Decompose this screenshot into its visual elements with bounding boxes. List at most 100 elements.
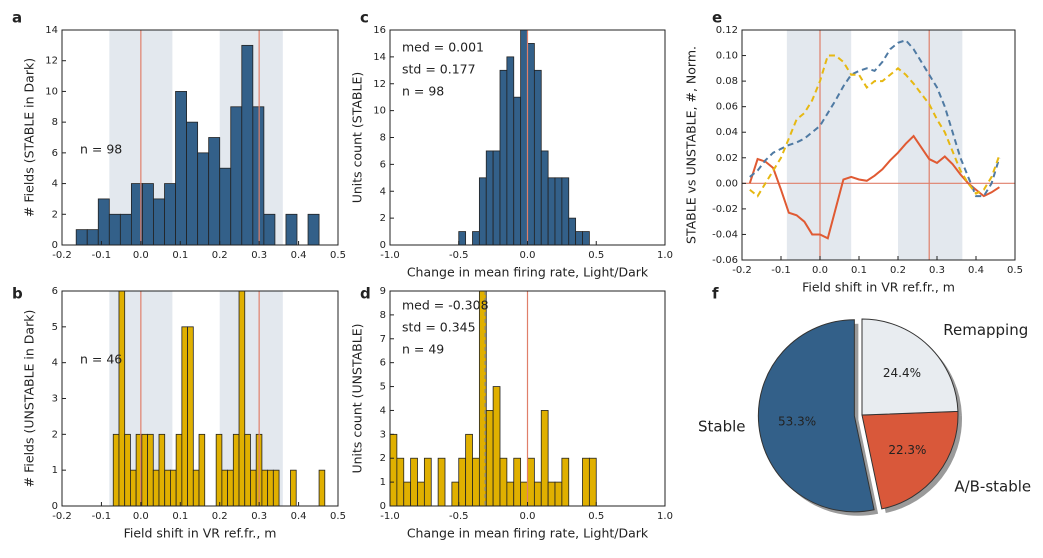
bar	[389, 433, 398, 507]
bar	[417, 481, 425, 507]
bar	[250, 469, 257, 507]
y-tick-label: -0.04	[712, 229, 738, 240]
bar	[112, 433, 120, 507]
y-tick-label: 10	[45, 86, 58, 97]
bar	[554, 481, 563, 507]
bar	[118, 290, 126, 507]
bar	[170, 469, 177, 507]
bar	[472, 231, 480, 246]
bar	[108, 213, 121, 246]
bar	[506, 481, 515, 507]
y-tick-label: -0.06	[712, 255, 738, 266]
x-tick-label: 0.3	[251, 511, 267, 522]
y-tick-label: 0.08	[716, 76, 738, 87]
x-tick-label: 0.4	[291, 250, 307, 261]
bar	[318, 469, 326, 507]
x-tick-label: 0.0	[133, 250, 149, 261]
y-tick-label: 6	[52, 286, 58, 297]
bar	[97, 198, 110, 246]
y-tick-label: 2	[380, 453, 386, 464]
y-tick-label: 1	[52, 465, 58, 476]
y-tick-label: 0.04	[716, 127, 738, 138]
slice-category-label: A/B-stable	[954, 478, 1031, 496]
pie-slice	[757, 319, 875, 513]
x-tick-label: -0.2	[732, 265, 752, 276]
bar	[119, 213, 132, 246]
x-tick-label: 0.1	[172, 250, 188, 261]
bar	[492, 150, 501, 246]
bar	[192, 469, 200, 507]
y-tick-label: 8	[52, 117, 58, 128]
bar	[513, 96, 522, 246]
bar	[465, 433, 473, 507]
y-tick-label: 4	[380, 405, 386, 416]
y-tick-label: 2	[52, 209, 58, 220]
bar	[86, 229, 99, 246]
bar	[219, 167, 232, 246]
y-tick-label: 4	[52, 358, 58, 369]
x-axis-label: Field shift in VR ref.fr., m	[124, 526, 277, 541]
bar	[307, 213, 320, 246]
bar	[244, 433, 251, 507]
shaded-region	[898, 30, 963, 260]
series-line	[749, 39, 1001, 198]
x-axis-label: Change in mean firing rate, Light/Dark	[407, 526, 649, 541]
y-tick-label: 0	[52, 501, 58, 512]
x-tick-label: 1.0	[657, 250, 673, 261]
bar	[568, 217, 577, 246]
y-tick-label: 4	[52, 179, 58, 190]
x-tick-label: 0.5	[330, 250, 346, 261]
y-tick-label: 0.10	[716, 51, 738, 62]
bar	[472, 457, 480, 507]
bar	[130, 469, 137, 507]
slice-category-label: Remapping	[943, 321, 1028, 339]
slice-value-label: 22.3%	[888, 443, 926, 457]
bar	[215, 433, 223, 507]
annotation: std = 0.345	[402, 320, 476, 335]
x-tick-label: -0.2	[52, 250, 72, 261]
bar	[230, 106, 243, 246]
x-tick-label: 0.5	[330, 511, 346, 522]
x-tick-label: 0.3	[251, 250, 267, 261]
shaded-region	[786, 30, 852, 260]
y-tick-label: 12	[45, 56, 58, 67]
y-tick-label: 10	[373, 106, 386, 117]
annotation: med = 0.001	[402, 40, 484, 55]
y-tick-label: 3	[380, 429, 386, 440]
y-tick-label: 5	[380, 382, 386, 393]
panel-label: e	[712, 9, 722, 27]
y-tick-label: 2	[52, 429, 58, 440]
bar	[267, 469, 274, 507]
y-tick-label: 7	[380, 334, 386, 345]
bar	[499, 457, 508, 507]
y-tick-label: 0	[380, 240, 386, 251]
x-tick-label: -0.1	[92, 511, 112, 522]
bar	[396, 457, 405, 507]
x-tick-label: -0.5	[449, 250, 469, 261]
x-tick-label: 0.5	[588, 511, 604, 522]
bar	[186, 121, 199, 246]
bar	[238, 290, 246, 507]
annotation: n = 49	[402, 342, 444, 357]
bar	[575, 231, 583, 246]
annotation: std = 0.177	[402, 62, 476, 77]
y-axis-label: Units count (STABLE)	[350, 72, 365, 204]
x-tick-label: -0.5	[449, 511, 469, 522]
bar	[147, 433, 154, 507]
y-tick-label: 0.00	[716, 178, 738, 189]
y-tick-label: 4	[380, 186, 386, 197]
bar	[540, 410, 549, 507]
bar	[485, 410, 494, 507]
bar	[241, 44, 254, 246]
panel-label: a	[12, 9, 22, 27]
bar	[492, 386, 501, 507]
bar	[547, 177, 556, 246]
bar	[75, 229, 88, 246]
y-tick-label: 6	[380, 358, 386, 369]
bar	[540, 150, 549, 246]
y-tick-label: 14	[45, 25, 58, 36]
x-tick-label: 0.0	[520, 511, 536, 522]
slice-category-label: Stable	[698, 418, 746, 436]
y-tick-label: 0.12	[716, 25, 738, 36]
x-tick-label: 0.2	[212, 250, 228, 261]
